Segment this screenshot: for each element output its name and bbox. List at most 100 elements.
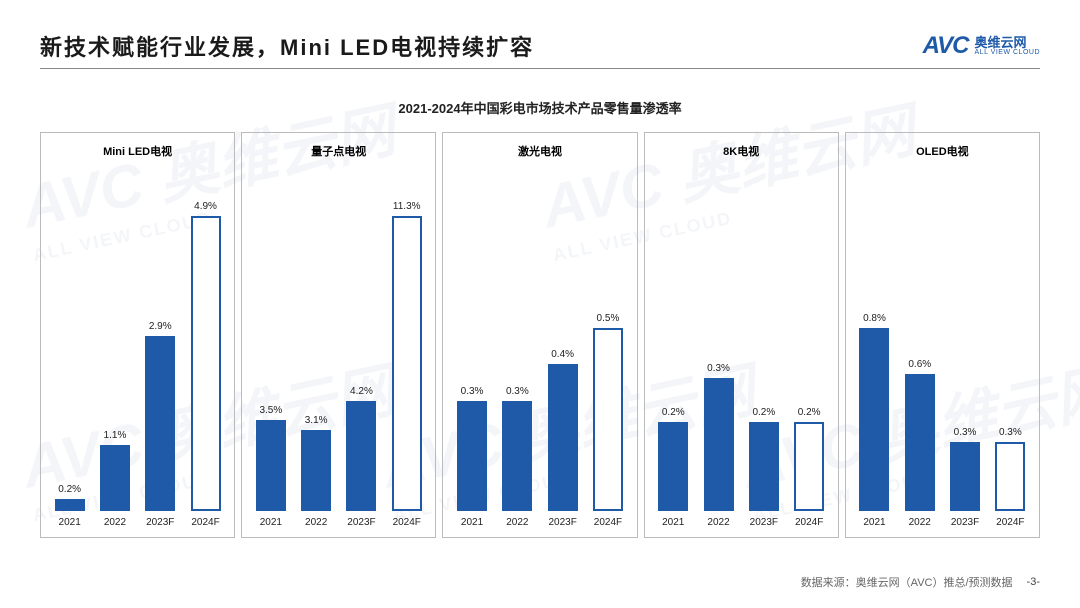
bar-value-label: 3.1% — [305, 415, 328, 426]
bar — [548, 364, 578, 511]
bar — [191, 216, 221, 511]
bar-slot: 0.4% — [543, 349, 583, 511]
page-title: 新技术赋能行业发展，Mini LED电视持续扩容 — [40, 30, 534, 62]
bar-value-label: 0.3% — [999, 427, 1022, 438]
bar — [704, 378, 734, 511]
bar-slot: 3.5% — [251, 405, 291, 511]
x-tick: 2022 — [497, 517, 537, 528]
bar-slot: 4.2% — [342, 386, 382, 511]
bar — [593, 328, 623, 511]
plot-area: 0.8% 0.6% 0.3% 0.3% — [852, 161, 1033, 511]
bar-value-label: 0.3% — [461, 386, 484, 397]
charts-container: Mini LED电视0.2%1.1%2.9%4.9%202120222023F2… — [40, 132, 1040, 538]
bar-value-label: 0.4% — [551, 349, 574, 360]
bar-value-label: 0.3% — [506, 386, 529, 397]
logo-mark: AVC — [923, 32, 969, 60]
bar-slot: 0.3% — [497, 386, 537, 511]
x-tick: 2022 — [95, 517, 135, 528]
bar-value-label: 0.2% — [58, 484, 81, 495]
bar-value-label: 11.3% — [393, 201, 421, 212]
x-tick: 2024F — [990, 517, 1030, 528]
x-tick: 2024F — [387, 517, 427, 528]
bar-row: 0.3% 0.3% 0.4% 0.5% — [449, 161, 630, 511]
x-tick: 2021 — [653, 517, 693, 528]
x-tick: 2022 — [296, 517, 336, 528]
bar-slot: 0.3% — [452, 386, 492, 511]
x-tick: 2024F — [186, 517, 226, 528]
panel-title: 激光电视 — [443, 133, 636, 161]
bar-slot: 0.6% — [900, 359, 940, 511]
bar — [658, 422, 688, 511]
bar-row: 3.5% 3.1% 4.2% 11.3% — [248, 161, 429, 511]
bar — [794, 422, 824, 511]
x-tick: 2021 — [251, 517, 291, 528]
header-rule — [40, 68, 1040, 69]
bar-value-label: 0.3% — [954, 427, 977, 438]
bar-slot: 0.8% — [855, 313, 895, 511]
bar-value-label: 2.9% — [149, 321, 172, 332]
bar-value-label: 0.5% — [597, 313, 620, 324]
bar-value-label: 1.1% — [104, 430, 127, 441]
x-tick: 2021 — [855, 517, 895, 528]
x-tick: 2023F — [140, 517, 180, 528]
bar-row: 0.8% 0.6% 0.3% 0.3% — [852, 161, 1033, 511]
bar — [995, 442, 1025, 511]
x-axis: 2021 2022 2023F 2024F — [651, 511, 832, 537]
x-tick: 2023F — [945, 517, 985, 528]
bar-value-label: 0.3% — [707, 363, 730, 374]
panel-title: 8K电视 — [645, 133, 838, 161]
plot-area: 3.5% 3.1% 4.2% 11.3% — [248, 161, 429, 511]
bar — [950, 442, 980, 511]
x-tick: 2022 — [900, 517, 940, 528]
bar-slot: 0.3% — [945, 427, 985, 511]
x-tick: 2021 — [452, 517, 492, 528]
header: 新技术赋能行业发展，Mini LED电视持续扩容 AVC 奥维云网 ALL VI… — [40, 30, 1040, 62]
plot-area: 0.3% 0.3% 0.4% 0.5% — [449, 161, 630, 511]
bar-value-label: 4.9% — [194, 201, 217, 212]
bar-slot: 0.5% — [588, 313, 628, 511]
x-tick: 2023F — [744, 517, 784, 528]
bar-slot: 0.2% — [744, 407, 784, 511]
bar — [346, 401, 376, 511]
data-source: 数据来源：奥维云网（AVC）推总/预测数据 — [801, 574, 1013, 590]
bar-slot: 0.2% — [653, 407, 693, 511]
bar-slot: 1.1% — [95, 430, 135, 511]
footer: 数据来源：奥维云网（AVC）推总/预测数据 -3- — [801, 574, 1040, 590]
plot-area: 0.2%0.3%0.2%0.2% — [651, 161, 832, 511]
bar-slot: 0.2% — [50, 484, 90, 511]
x-axis: 202120222023F2024F — [47, 511, 228, 537]
bar-value-label: 3.5% — [259, 405, 282, 416]
panel-title: Mini LED电视 — [41, 133, 234, 161]
bar-value-label: 0.6% — [908, 359, 931, 370]
chart-panel: OLED电视 0.8% 0.6% 0.3% 0.3% 2021 2022 2023F 2024F — [845, 132, 1040, 538]
bar — [905, 374, 935, 511]
bar-slot: 0.2% — [789, 407, 829, 511]
bar — [301, 430, 331, 511]
x-tick: 2024F — [588, 517, 628, 528]
bar — [392, 216, 422, 511]
chart-panel: 激光电视0.3%0.3%0.4%0.5%202120222023F2024F — [442, 132, 637, 538]
bar-slot: 11.3% — [387, 201, 427, 511]
chart-title: 2021-2024年中国彩电市场技术产品零售量渗透率 — [0, 98, 1080, 117]
bar-slot: 0.3% — [699, 363, 739, 511]
plot-area: 0.2% 1.1% 2.9% 4.9% — [47, 161, 228, 511]
chart-panel: Mini LED电视0.2%1.1%2.9%4.9%202120222023F2… — [40, 132, 235, 538]
bar-value-label: 4.2% — [350, 386, 373, 397]
x-axis: 202120222023F2024F — [449, 511, 630, 537]
x-axis: 202120222023F2024F — [248, 511, 429, 537]
x-tick: 2024F — [789, 517, 829, 528]
page-number: -3- — [1027, 576, 1040, 588]
bar — [859, 328, 889, 511]
x-tick: 2022 — [699, 517, 739, 528]
bar-slot: 3.1% — [296, 415, 336, 511]
bar — [55, 499, 85, 511]
bar — [100, 445, 130, 511]
bar-row: 0.2%0.3%0.2%0.2% — [651, 161, 832, 511]
bar-value-label: 0.2% — [662, 407, 685, 418]
bar — [145, 336, 175, 511]
chart-panel: 量子点电视3.5%3.1%4.2%11.3%202120222023F2024F — [241, 132, 436, 538]
panel-title: OLED电视 — [846, 133, 1039, 161]
bar-slot: 4.9% — [186, 201, 226, 511]
bar — [256, 420, 286, 511]
bar — [502, 401, 532, 511]
